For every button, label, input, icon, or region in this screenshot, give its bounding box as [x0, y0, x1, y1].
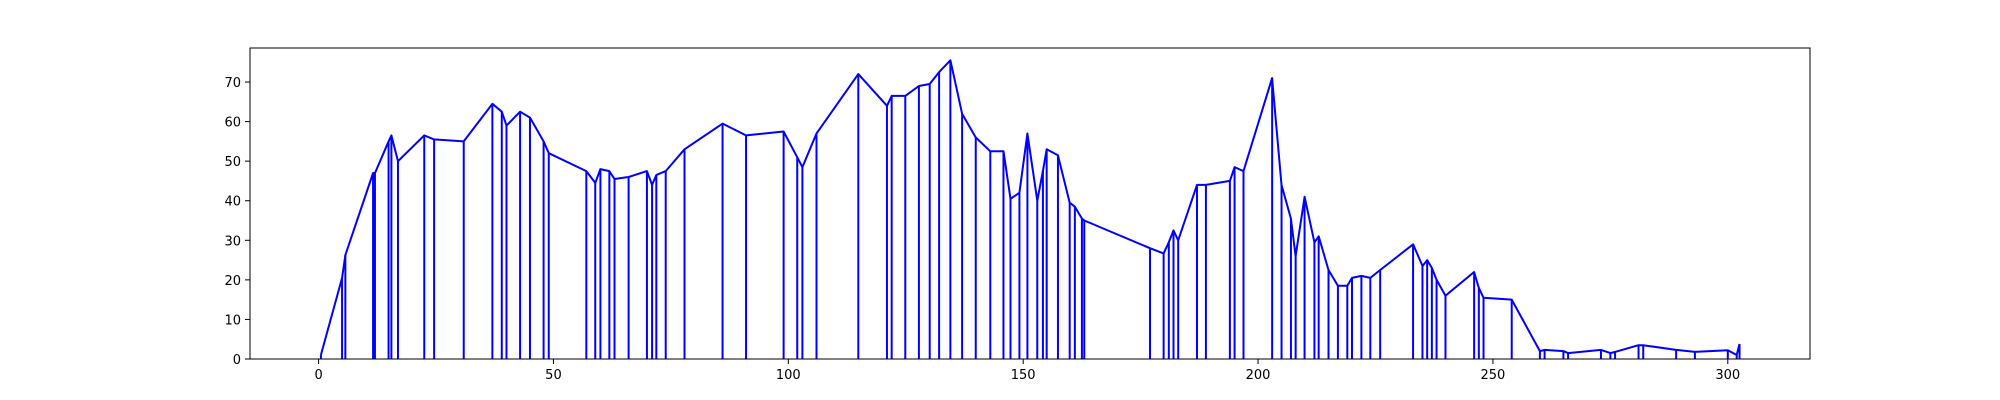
series-line: [319, 59, 1741, 356]
y-tick-label: 0: [233, 353, 241, 368]
x-tick-label: 250: [1481, 368, 1506, 383]
y-tick-label: 40: [224, 195, 241, 210]
y-tick-label: 60: [224, 116, 241, 131]
plot-frame: [249, 47, 1811, 360]
y-axis: 0 10 20 30 40 50 60 70: [224, 76, 250, 368]
y-tick-label: 50: [224, 155, 241, 170]
y-tick-label: 20: [224, 274, 241, 289]
y-tick-label: 30: [224, 234, 241, 249]
y-tick-label: 70: [224, 76, 241, 91]
x-tick-label: 0: [314, 368, 322, 383]
x-tick-label: 200: [1246, 368, 1271, 383]
x-tick-label: 50: [545, 368, 562, 383]
x-axis: 0 50 100 150 200 250 300: [314, 359, 1740, 383]
x-tick-label: 300: [1715, 368, 1740, 383]
x-tick-label: 100: [776, 368, 801, 383]
chart-marks: [319, 59, 1741, 359]
y-tick-label: 10: [224, 313, 241, 328]
x-tick-label: 150: [1011, 368, 1036, 383]
